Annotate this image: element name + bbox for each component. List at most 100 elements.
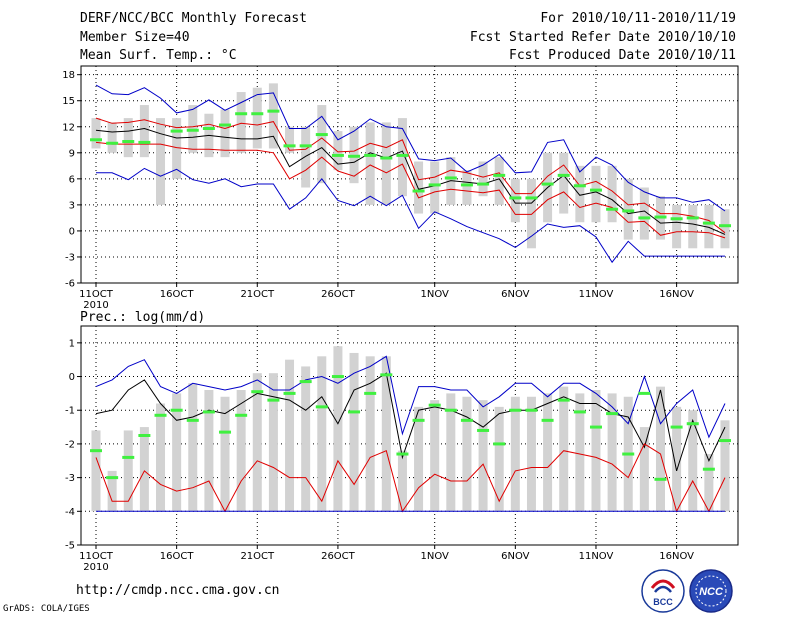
observed-marker [638,391,651,395]
ensemble-box [301,366,311,512]
ensemble-box [575,393,585,512]
source-url[interactable]: http://cmdp.ncc.cma.gov.cn [76,583,280,598]
observed-marker [428,183,441,187]
observed-marker [460,418,473,422]
ncc-logo: NCC [689,569,733,613]
ensemble-box [365,122,375,205]
ensemble-box [349,352,359,512]
y-tick-label: 18 [62,70,75,81]
spread-lower-line [95,443,726,513]
y-tick-label: 9 [69,148,75,159]
ensemble-box [591,390,601,512]
ensemble-box [107,470,117,512]
temperature-panel-title: Mean Surf. Temp.: °C [80,48,237,63]
ensemble-box [268,373,278,512]
ensemble-box [172,393,182,512]
ensemble-box [107,122,117,153]
ensemble-box [414,406,424,512]
observed-marker [202,126,215,130]
ensemble-box [559,152,569,214]
x-tick-label: 11NOV [579,289,614,300]
y-tick-label: -6 [65,279,75,290]
observed-marker [493,442,506,446]
observed-marker [622,209,635,213]
ensemble-box [655,386,665,512]
observed-marker [283,144,296,148]
bcc-logo: BCC [641,569,685,613]
x-tick-label: 26OCT [321,551,356,562]
observed-marker [702,221,715,225]
ensemble-box [494,406,504,512]
observed-marker [331,153,344,157]
observed-marker [509,196,522,200]
ensemble-box [204,390,214,512]
y-tick-label: -3 [65,473,75,484]
x-tick-label: 16OCT [160,551,195,562]
observed-marker [299,144,312,148]
ensemble-box [414,161,424,214]
ensemble-box [156,118,166,205]
observed-marker [154,413,167,417]
x-tick-label: 1NOV [420,289,449,300]
observed-marker [90,138,102,142]
observed-marker [235,112,248,116]
ensemble-max-line [95,84,726,212]
ensemble-box [704,454,714,512]
ensemble-box [236,92,246,153]
x-year-label: 2010 [83,562,108,573]
ensemble-box [268,83,278,149]
observed-marker [299,380,312,384]
observed-marker [170,408,183,412]
observed-marker [380,156,393,160]
observed-marker [348,410,361,414]
observed-marker [444,176,457,180]
observed-marker [557,173,570,177]
observed-marker [670,425,683,429]
observed-marker [460,183,473,187]
x-tick-label: 11NOV [579,551,614,562]
observed-marker [638,216,651,220]
observed-marker [444,408,457,412]
ensemble-box [446,393,456,512]
ensemble-box [607,165,617,223]
observed-marker [90,449,102,453]
ensemble-box [672,406,682,512]
ensemble-box [720,209,730,249]
observed-marker [251,112,264,116]
y-tick-label: 1 [69,338,75,349]
ensemble-box [478,400,488,512]
observed-marker [525,196,538,200]
y-tick-label: 0 [69,372,75,383]
ensemble-box [252,87,262,149]
ensemble-box [430,400,440,512]
precipitation-panel-title: Prec.: log(mm/d) [80,310,206,325]
observed-marker [186,128,199,132]
observed-marker [573,410,586,414]
ensemble-box [494,157,504,205]
observed-marker [396,153,409,157]
fcst-produced-date: Fcst Produced Date 2010/10/11 [509,48,736,63]
observed-marker [138,140,151,144]
x-year-label: 2010 [83,300,108,311]
ensemble-box [333,346,343,512]
observed-marker [719,439,731,443]
spread-lower-line [95,141,726,239]
observed-marker [106,476,119,480]
ensemble-box [317,356,327,512]
observed-marker [589,188,602,192]
observed-marker [315,133,328,137]
ensemble-box [559,386,569,512]
observed-marker [315,405,328,409]
y-tick-label: -5 [65,541,75,552]
x-tick-label: 21OCT [240,289,275,300]
observed-marker [557,398,570,402]
ensemble-box [462,170,472,205]
x-tick-label: 26OCT [321,289,356,300]
observed-marker [654,477,667,481]
ensemble-min-line [96,167,725,264]
observed-marker [219,430,232,434]
x-tick-label: 16OCT [160,289,195,300]
ensemble-box [478,161,488,197]
ensemble-box [139,427,149,512]
